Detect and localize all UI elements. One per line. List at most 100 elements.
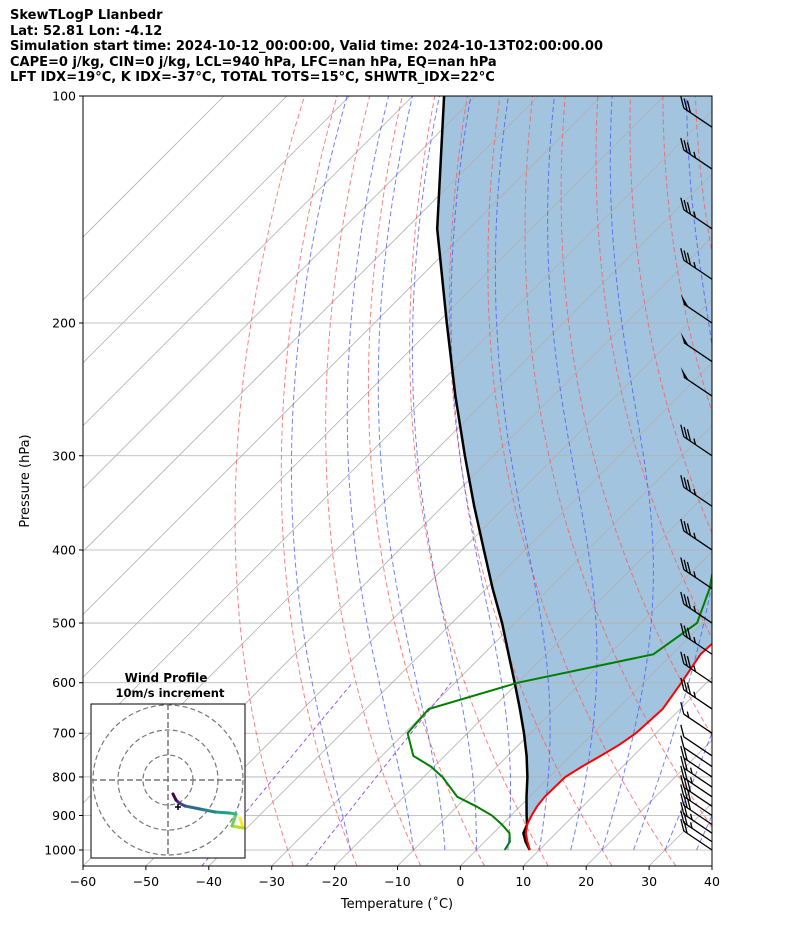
dry-adiabat bbox=[761, 96, 794, 866]
x-tick-label: 40 bbox=[704, 874, 720, 889]
wind-barb-staff bbox=[683, 689, 713, 710]
wind-barb-feather bbox=[680, 755, 685, 769]
isotherm-line bbox=[83, 96, 413, 427]
wind-barb-feather bbox=[686, 202, 692, 215]
wind-barb-staff bbox=[683, 107, 713, 128]
moist-adiabat bbox=[377, 96, 446, 851]
wind-barb-feather bbox=[686, 523, 692, 536]
moist-adiabat bbox=[290, 96, 352, 851]
wind-barb-feather bbox=[683, 786, 688, 799]
dry-adiabat bbox=[367, 96, 485, 866]
wind-barb-half-feather bbox=[689, 813, 693, 820]
dry-adiabat bbox=[595, 96, 712, 640]
wind-barb-feather bbox=[686, 479, 692, 492]
chart-header: SkewTLogP Llanbedr Lat: 52.81 Lon: -4.12… bbox=[10, 8, 603, 86]
hodograph-segment bbox=[238, 816, 245, 830]
wind-barb-feather bbox=[680, 735, 685, 748]
wind-barb-staff bbox=[683, 259, 713, 280]
wind-barb bbox=[680, 294, 713, 324]
wind-barb-half-feather bbox=[686, 711, 690, 718]
wind-barb-half-feather bbox=[693, 438, 697, 445]
x-axis-label: Temperature (˚C) bbox=[340, 896, 453, 912]
dry-adiabat bbox=[728, 96, 794, 866]
wind-barb bbox=[680, 755, 713, 788]
isotherm-line bbox=[83, 96, 225, 238]
wind-barb bbox=[680, 518, 713, 551]
wind-barb-feather bbox=[680, 818, 685, 832]
wind-barb-feather bbox=[680, 651, 685, 664]
wind-barb bbox=[680, 367, 713, 397]
dewpoint-profile-line bbox=[406, 569, 712, 851]
cin-shaded-area bbox=[437, 96, 712, 850]
wind-barb-feather bbox=[680, 702, 685, 715]
wind-barb-staff bbox=[683, 149, 713, 170]
moist-adiabat bbox=[450, 96, 511, 851]
wind-barb bbox=[680, 623, 713, 655]
wind-barb bbox=[680, 677, 713, 710]
wind-barb-feather bbox=[680, 775, 685, 788]
isotherm-line bbox=[83, 110, 712, 741]
y-tick-label: 600 bbox=[52, 675, 76, 690]
wind-barb-feather bbox=[686, 100, 692, 113]
wind-barb-feather bbox=[680, 518, 685, 532]
cape-label: CAPE=0 j/kg, CIN=0 j/kg, LCL=940 hPa, LF… bbox=[10, 54, 497, 70]
x-tick-label: 20 bbox=[578, 874, 594, 889]
dry-adiabat bbox=[560, 96, 712, 737]
wind-barb-half-feather bbox=[689, 767, 693, 774]
moist-adiabat bbox=[494, 96, 551, 851]
x-tick-label: 30 bbox=[641, 874, 657, 889]
wind-barb bbox=[680, 702, 713, 734]
wind-barb-feather bbox=[683, 98, 688, 111]
moist-adiabat bbox=[411, 96, 477, 850]
hodograph-segment bbox=[213, 810, 231, 815]
dry-adiabat bbox=[409, 96, 549, 866]
wind-barb-feather bbox=[686, 561, 692, 575]
wind-barb-feather bbox=[680, 557, 685, 570]
wind-barb-staff bbox=[683, 568, 713, 590]
moist-adiabat bbox=[728, 96, 794, 850]
wind-barb-feather bbox=[683, 653, 688, 667]
wind-barb-feather bbox=[683, 140, 688, 153]
isotherm-line bbox=[145, 299, 712, 866]
isotherm-line bbox=[83, 96, 665, 678]
y-tick-label: 500 bbox=[52, 616, 76, 631]
dry-adiabat bbox=[325, 96, 422, 866]
wind-barb-feather bbox=[683, 758, 688, 771]
chart-title: SkewTLogP Llanbedr bbox=[10, 8, 163, 23]
wind-barb-feather bbox=[683, 559, 688, 572]
wind-barb-staff bbox=[683, 303, 713, 324]
time-label: Simulation start time: 2024-10-12_00:00:… bbox=[10, 39, 603, 54]
hodograph-segment bbox=[230, 824, 245, 830]
wind-barb-pennant bbox=[680, 332, 689, 346]
wind-barb-staff bbox=[683, 342, 713, 363]
wind-barb bbox=[680, 784, 713, 817]
wind-barb-staff bbox=[683, 663, 713, 684]
wind-barb-staff bbox=[683, 757, 713, 778]
hodograph-segment bbox=[183, 804, 202, 811]
wind-barb-staff bbox=[683, 209, 713, 230]
wind-barb-staff bbox=[683, 795, 713, 817]
mixing-ratio-line bbox=[305, 682, 452, 866]
dry-adiabat bbox=[448, 96, 613, 866]
isotherm-line bbox=[711, 865, 712, 866]
wind-barb-feather bbox=[686, 779, 692, 792]
inset-title: Wind Profile bbox=[125, 671, 208, 685]
isotherm-line bbox=[334, 488, 712, 866]
wind-barb-half-feather bbox=[693, 151, 697, 159]
wind-barb-feather bbox=[686, 627, 692, 640]
wind-barb bbox=[680, 332, 713, 363]
wind-barb-feather bbox=[683, 680, 688, 693]
wind-barb bbox=[680, 96, 713, 128]
dry-adiabat bbox=[662, 96, 712, 414]
wind-barb-feather bbox=[683, 777, 688, 790]
wind-barb-half-feather bbox=[693, 488, 697, 496]
wind-barb-staff bbox=[683, 786, 713, 807]
wind-barb-staff bbox=[683, 736, 713, 757]
y-tick-label: 200 bbox=[52, 315, 76, 330]
wind-barb-feather bbox=[683, 250, 688, 263]
wind-barb-staff bbox=[683, 436, 713, 457]
wind-barb bbox=[680, 735, 713, 768]
wind-barb-feather bbox=[680, 677, 685, 691]
wind-barb bbox=[680, 197, 713, 230]
wind-barb-half-feather bbox=[693, 211, 697, 218]
